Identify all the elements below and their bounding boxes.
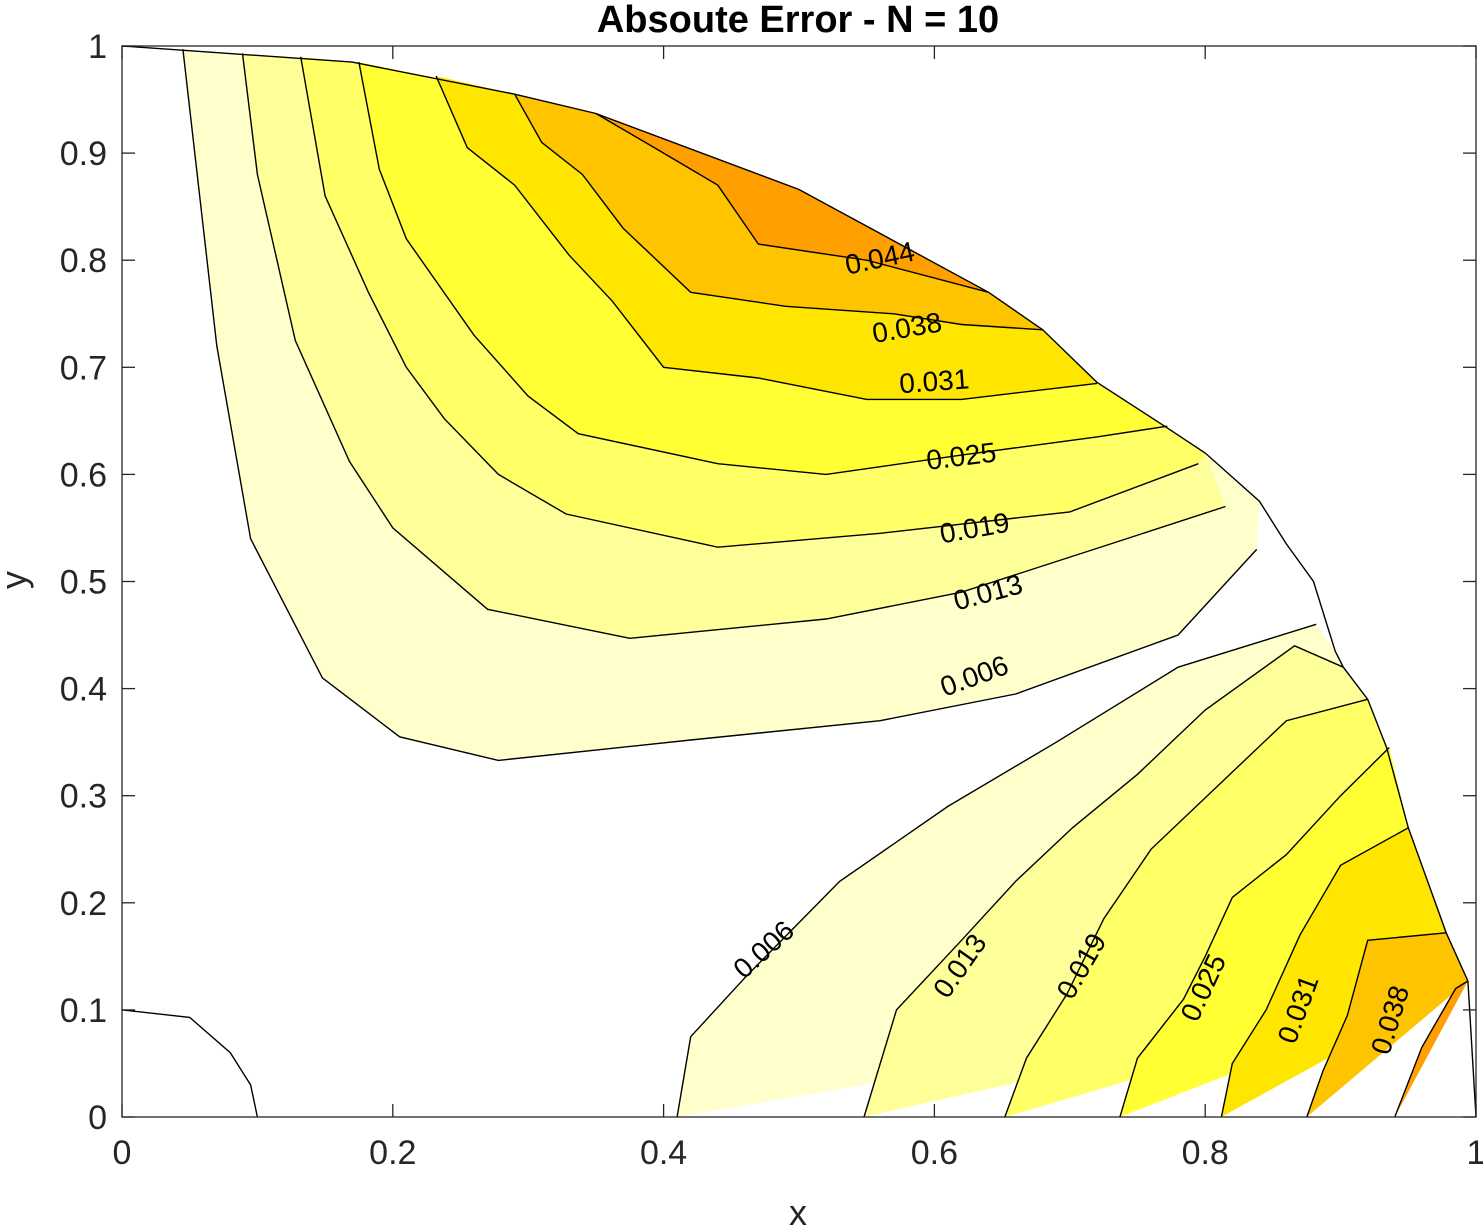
contour-line-upper: [514, 93, 1043, 331]
y-tick-label: 0.1: [60, 992, 107, 1030]
contour-band-lower: [1221, 827, 1468, 1117]
contour-line-upper: [300, 56, 1199, 548]
y-tick-label: 0: [88, 1099, 107, 1137]
y-tick-label: 0.4: [60, 671, 107, 709]
contour-line-lower: [676, 623, 1317, 1118]
contour-label: 0.031: [898, 363, 970, 399]
axes: 0 0.2 0.4 0.6 0.8 1 0 0.1 0.2 0.3 0.4 0.5 0.6 0.7 0.8 0…: [60, 28, 1483, 1172]
contour-line-lower: [1306, 932, 1447, 1118]
plot-area: 0.0440.0380.0310.0250.0190.0130.0060.006…: [121, 45, 1477, 1118]
contour-band-lower: [1306, 932, 1468, 1117]
contour-line-lower: [1394, 980, 1469, 1118]
contour-line-lower: [863, 644, 1344, 1118]
contour-line-upper: [358, 61, 1168, 476]
y-tick-label: 0.8: [60, 242, 107, 280]
contour-line-upper: [241, 53, 1226, 640]
contour-line-lower: [1220, 827, 1409, 1118]
x-tick-label: 0: [113, 1134, 132, 1172]
contour-line-upper: [595, 112, 989, 293]
y-tick-label: 0.3: [60, 778, 107, 816]
y-tick-label: 0.6: [60, 456, 107, 494]
contour-band-lower: [1394, 981, 1468, 1117]
x-tick-label: 0.2: [369, 1134, 416, 1172]
contour-band-lower: [1119, 747, 1468, 1117]
x-tick-label: 0.6: [911, 1134, 958, 1172]
contour-line-upper: [182, 49, 1258, 762]
x-tick-label: 0.8: [1182, 1134, 1229, 1172]
x-tick-label: 1: [1467, 1134, 1483, 1172]
contour-band-upper: [595, 113, 989, 293]
contour-line-lower: [1004, 698, 1368, 1118]
y-tick-label: 0.5: [60, 564, 107, 602]
y-tick-label: 0.2: [60, 885, 107, 923]
chart-title: Absoute Error - N = 10: [597, 0, 999, 41]
y-axis-label: y: [0, 571, 34, 589]
y-tick-label: 1: [88, 28, 107, 66]
contour-line-lower: [1119, 747, 1390, 1118]
inner-boundary: [121, 1009, 259, 1118]
outer-boundary: [121, 45, 1477, 1118]
y-tick-label: 0.9: [60, 135, 107, 173]
x-tick-label: 0.4: [640, 1134, 687, 1172]
x-axis-label: x: [789, 1192, 807, 1229]
y-tick-label: 0.7: [60, 349, 107, 387]
contour-line-upper: [435, 75, 1097, 401]
